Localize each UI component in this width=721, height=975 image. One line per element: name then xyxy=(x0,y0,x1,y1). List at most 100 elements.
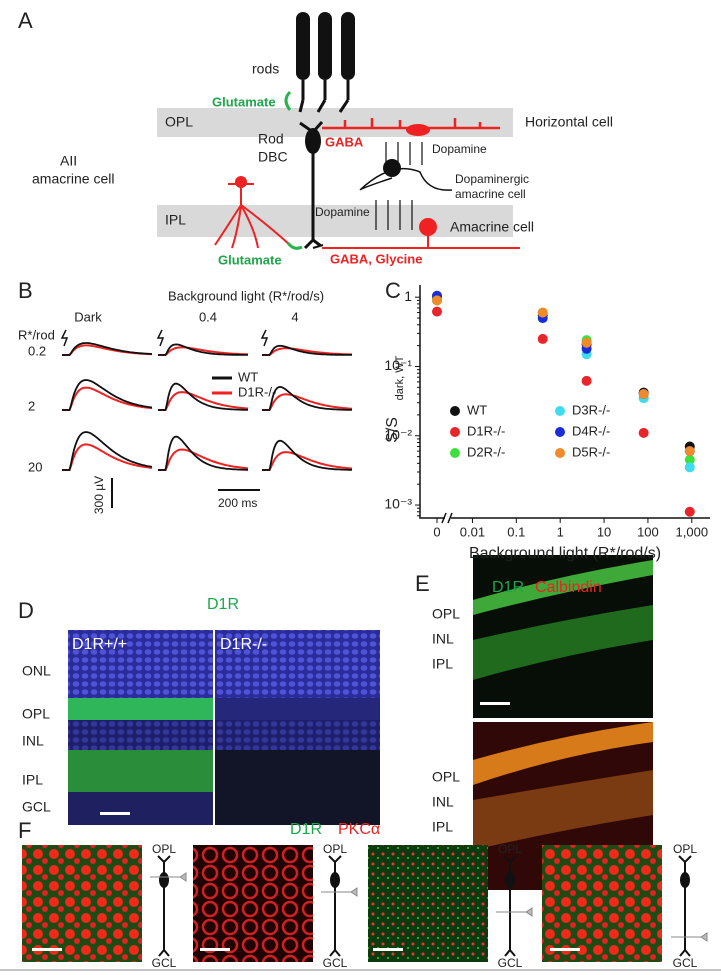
schematic xyxy=(159,872,169,888)
panel-letter: D xyxy=(18,598,34,623)
schematic xyxy=(505,872,515,888)
x-axis-label: Background light (R*/rod/s) xyxy=(469,545,661,562)
label: 4 xyxy=(291,309,298,324)
data-point xyxy=(581,375,592,386)
data-point xyxy=(638,427,649,438)
x-tick-label: 1,000 xyxy=(676,524,709,539)
y-tick-label: 10⁻³ xyxy=(384,496,412,512)
label: OPL xyxy=(498,842,522,856)
label: OPL xyxy=(673,842,697,856)
flash-icon xyxy=(60,329,69,347)
label: 200 ms xyxy=(218,496,257,510)
label: Dark xyxy=(74,309,102,324)
y-tick-label: 10⁻² xyxy=(384,426,412,442)
micrograph-d xyxy=(68,630,380,825)
legend-marker xyxy=(555,406,565,416)
schematic xyxy=(328,855,342,957)
trace xyxy=(62,379,153,411)
schematic xyxy=(680,872,690,888)
label: OPL xyxy=(432,769,460,785)
axis-break xyxy=(441,512,453,524)
label: WT xyxy=(238,369,258,384)
label: ONL xyxy=(22,663,51,679)
data-point xyxy=(432,306,442,317)
legend-label: D4R-/- xyxy=(572,423,610,438)
flash-icon xyxy=(260,329,269,347)
trace xyxy=(262,439,352,471)
micrograph-f xyxy=(0,845,721,971)
trace xyxy=(262,393,353,411)
label: rods xyxy=(252,61,279,77)
schematic xyxy=(330,872,340,888)
micrograph-e xyxy=(473,555,653,890)
schematic xyxy=(678,855,692,957)
label: IPL xyxy=(432,656,453,672)
section-marker xyxy=(671,932,708,942)
label: Dopamine xyxy=(315,205,370,219)
label: R*/rod xyxy=(18,327,55,342)
trace xyxy=(262,347,352,356)
label: PKCα xyxy=(338,821,380,838)
x-tick-label: 10 xyxy=(597,524,611,539)
label: IPL xyxy=(22,772,43,788)
diagram-a xyxy=(157,12,520,250)
label: Glutamate xyxy=(212,94,276,109)
legend-label: D5R-/- xyxy=(572,444,610,459)
trace xyxy=(262,344,352,356)
label: INL xyxy=(432,631,454,647)
label: Calbindin xyxy=(535,579,602,596)
axis xyxy=(419,285,710,519)
trace xyxy=(62,342,153,356)
panel-letter: F xyxy=(18,818,31,843)
trace xyxy=(62,386,153,411)
schematic xyxy=(157,855,171,957)
label: Dopamine xyxy=(432,142,487,156)
trace xyxy=(158,382,248,411)
label: amacrine cell xyxy=(455,187,526,201)
label: 20 xyxy=(28,459,42,474)
data-point xyxy=(684,462,695,473)
label: GCL xyxy=(152,956,177,970)
label: D1R xyxy=(290,821,322,838)
legend-marker xyxy=(450,427,460,437)
data-point xyxy=(537,333,548,344)
label: Background light (R*/rod/s) xyxy=(168,288,324,303)
data-point xyxy=(684,454,695,465)
data-point xyxy=(684,506,695,517)
x-tick-label: 100 xyxy=(637,524,659,539)
label: D1R-/- xyxy=(220,636,267,653)
x-tick-label: 0 xyxy=(433,524,440,539)
section-marker xyxy=(321,887,358,897)
label: 0.2 xyxy=(28,343,46,358)
flash-icon xyxy=(156,329,165,347)
label: OPL xyxy=(323,842,347,856)
trace xyxy=(262,385,353,411)
label: IPL xyxy=(165,212,186,228)
panel-letter: E xyxy=(415,571,430,596)
label: OPL xyxy=(22,706,50,722)
label: GABA, Glycine xyxy=(330,251,422,266)
label: GCL xyxy=(498,956,523,970)
section-marker xyxy=(150,872,187,882)
legend-label: D2R-/- xyxy=(467,444,505,459)
trace xyxy=(158,448,249,471)
x-tick-label: 0.01 xyxy=(460,524,485,539)
label: OPL xyxy=(432,606,460,622)
label: IPL xyxy=(432,819,453,835)
legend-label: D1R-/- xyxy=(467,423,505,438)
y-tick-label: 10⁻¹ xyxy=(384,357,412,373)
label: D1R xyxy=(492,579,524,596)
legend-marker xyxy=(555,427,565,437)
legend-marker xyxy=(450,448,460,458)
legend-marker xyxy=(450,406,460,416)
x-tick-label: 0.1 xyxy=(507,524,525,539)
label: amacrine cell xyxy=(32,171,114,187)
label: D1R xyxy=(207,596,239,613)
label: Glutamate xyxy=(218,252,282,267)
data-point xyxy=(581,337,592,348)
panel-letter: B xyxy=(18,278,33,303)
trace xyxy=(62,443,153,471)
data-point xyxy=(537,307,548,318)
label: D1R-/- xyxy=(238,384,276,399)
